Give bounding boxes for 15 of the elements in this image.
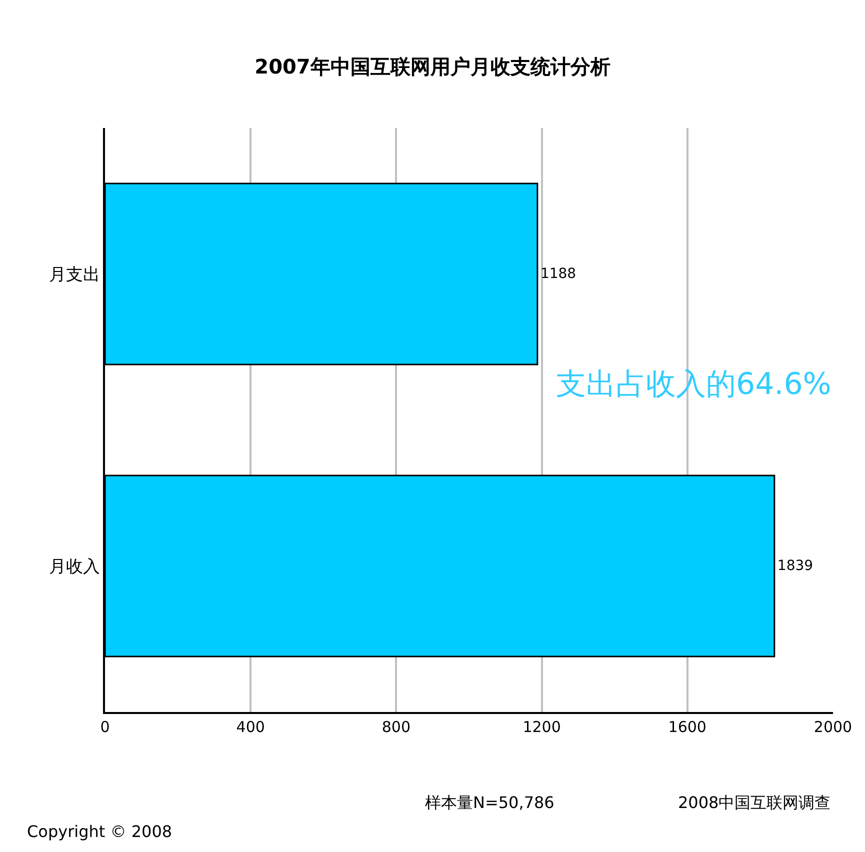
- x-tick-label: 1600: [668, 718, 706, 736]
- x-tick-label: 0: [100, 718, 110, 736]
- x-tick-label: 400: [236, 718, 265, 736]
- y-tick-label: 月收入: [48, 556, 100, 577]
- chart-title: 2007年中国互联网用户月收支统计分析: [254, 54, 610, 79]
- x-tick-label: 800: [382, 718, 411, 736]
- data-label: 1839: [777, 558, 814, 574]
- x-tick-label: 1200: [522, 718, 561, 736]
- data-label: 1188: [540, 266, 576, 282]
- y-tick-label: 月支出: [48, 264, 100, 285]
- text: 2008中国互联网调查: [678, 793, 831, 812]
- x-tick-label: 2000: [814, 718, 852, 736]
- text: Copyright © 2008: [27, 822, 172, 841]
- annotation: 支出占收入的64.6%: [556, 367, 832, 402]
- text: 样本量N=50,786: [425, 793, 554, 812]
